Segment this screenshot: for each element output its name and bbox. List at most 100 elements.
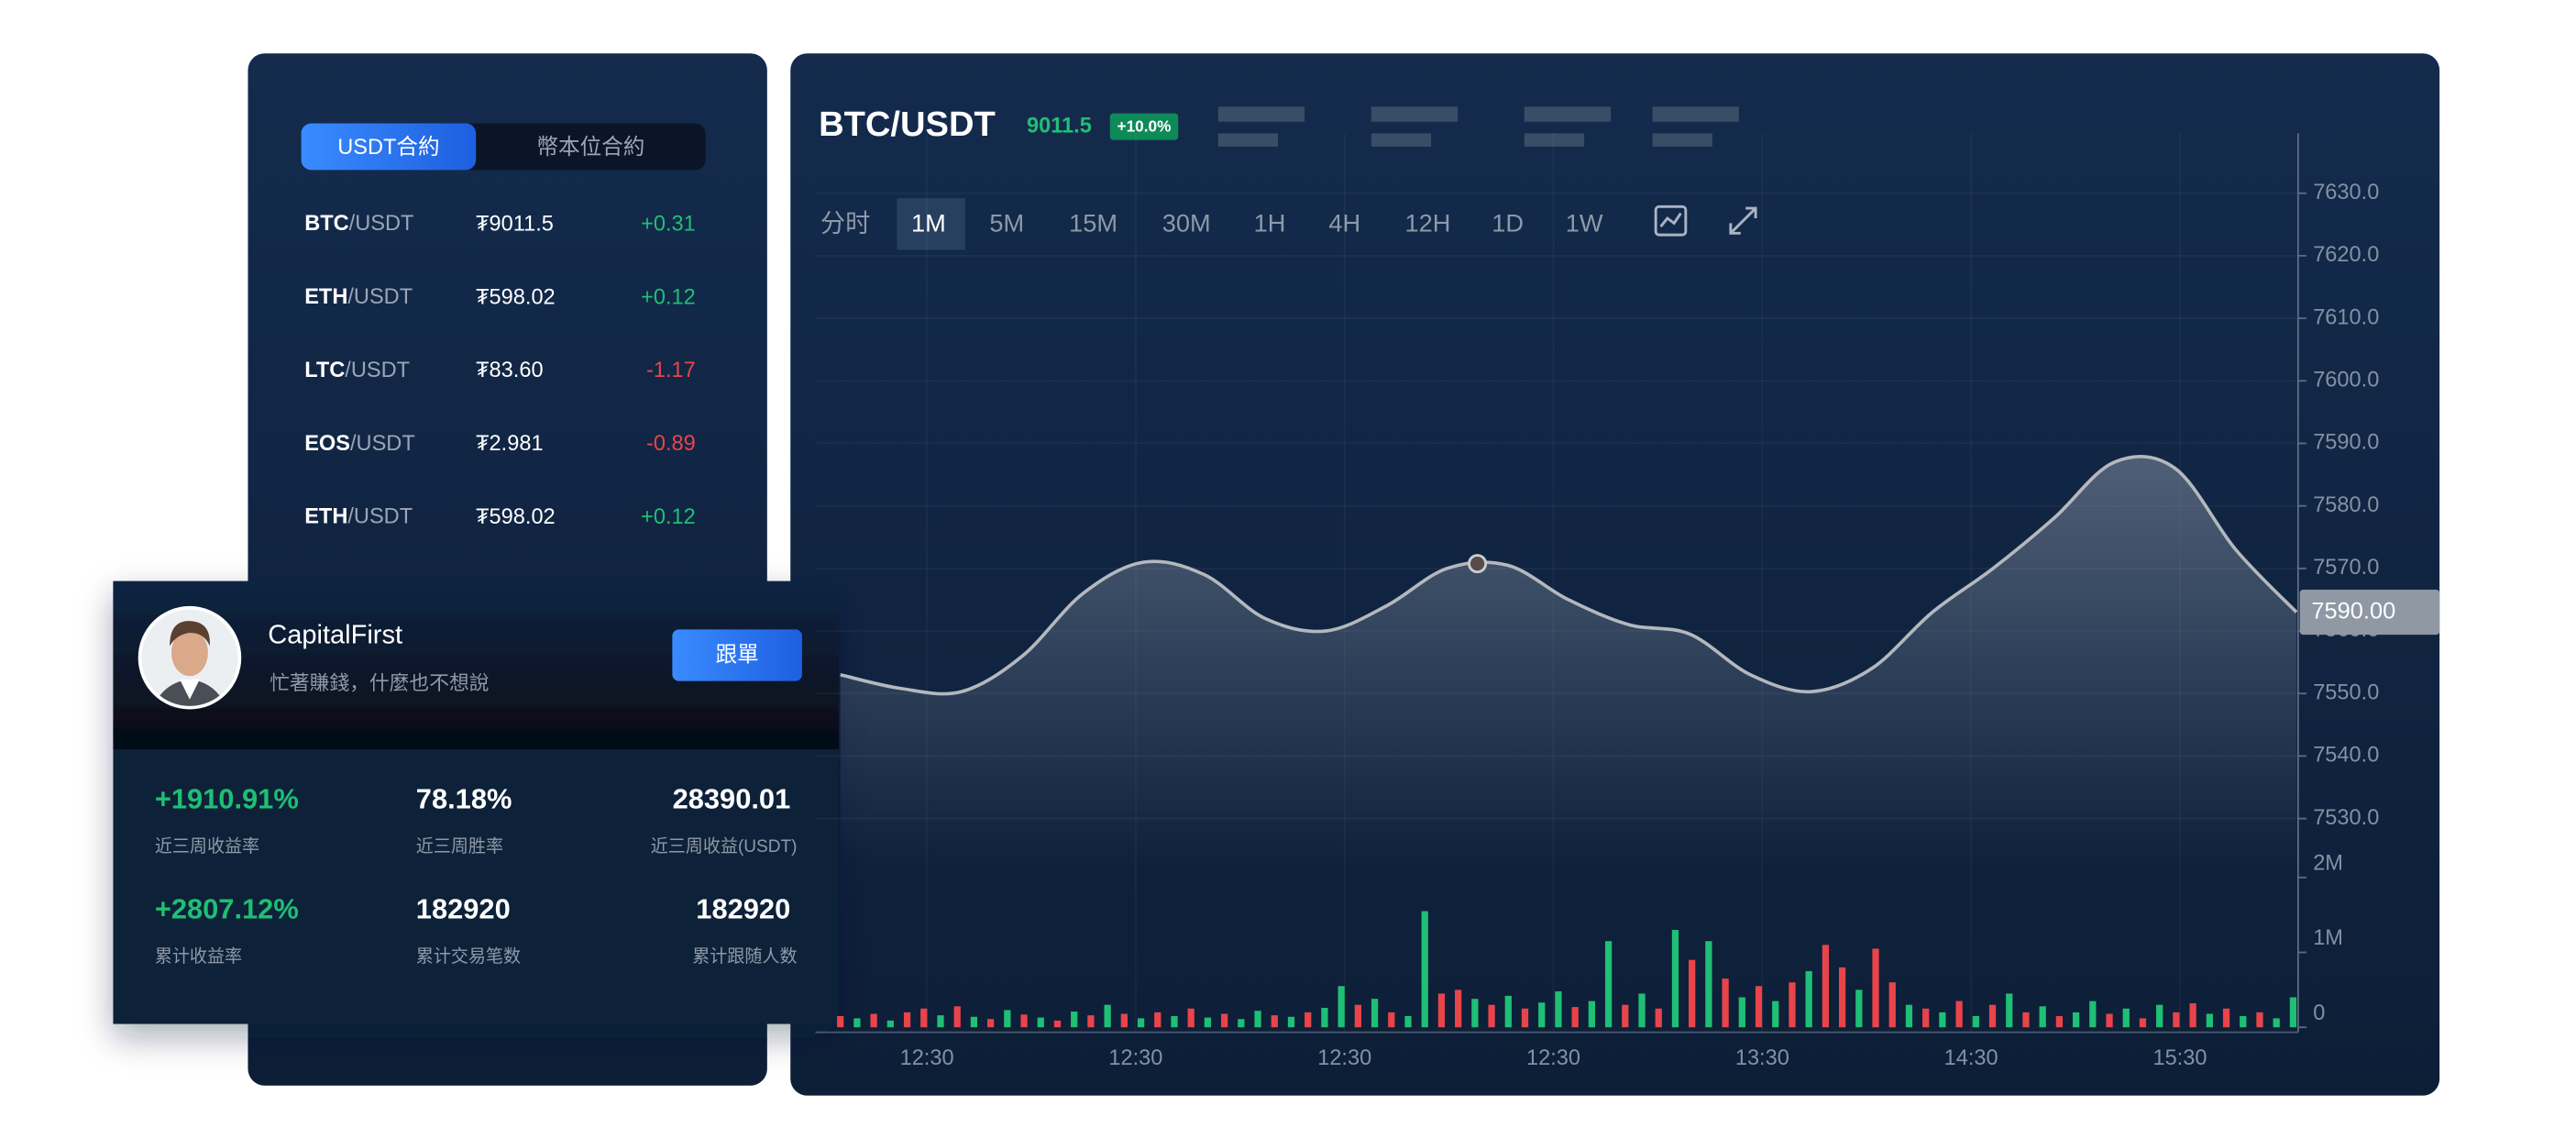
x-tick-label: 12:30 [1526, 1045, 1580, 1069]
volume-bar [1471, 999, 1479, 1028]
y-tick-label: 7570.0 [2313, 555, 2379, 579]
timeframe[interactable]: 30M [1162, 208, 1211, 237]
trader-name: CapitalFirst [268, 620, 402, 649]
volume-bar [2222, 1008, 2230, 1028]
volume-bar [1271, 1015, 1278, 1028]
volume-bar [1988, 1004, 1997, 1028]
avatar-face [171, 629, 208, 677]
timeframe[interactable]: 5M [989, 208, 1024, 237]
pair[interactable]: EOS/USDT [304, 431, 415, 455]
follow-button-label[interactable]: 跟單 [716, 643, 759, 667]
volume-bar [1922, 1008, 1930, 1028]
timeframe-active[interactable] [897, 198, 965, 250]
volume-bar [1455, 990, 1462, 1028]
volume-bar [1822, 945, 1830, 1028]
volume-bar [1204, 1017, 1212, 1028]
fullscreen-icon[interactable] [1729, 206, 1757, 235]
pair[interactable]: ETH/USDT [304, 284, 413, 308]
volume-bar [1305, 1012, 1312, 1028]
market-row[interactable]: ETH/USDT ₮598.02 +0.12 [304, 284, 696, 308]
change-badge [1109, 113, 1179, 140]
volume-bar [2256, 1012, 2263, 1028]
market-row[interactable]: ETH/USDT ₮598.02 +0.12 [304, 504, 696, 528]
pair-change[interactable]: -1.17 [646, 358, 696, 382]
y-tick-label: 7550.0 [2313, 680, 2379, 703]
y-tick-label: 7590.0 [2313, 430, 2379, 454]
tab-label[interactable]: USDT合約 [337, 135, 439, 159]
indicator-icon-line [1659, 212, 1682, 227]
volume-bar [1421, 911, 1428, 1028]
volume-bar [1888, 982, 1896, 1028]
placeholder [1652, 106, 1739, 122]
x-tick-label: 15:30 [2152, 1045, 2207, 1069]
volume-bar [1872, 948, 1879, 1028]
volume-bar [1020, 1014, 1028, 1028]
volume-bar [1972, 1015, 1979, 1028]
volume-bar [2072, 1012, 2080, 1028]
tab-active[interactable] [301, 123, 477, 171]
volume-bar [1655, 1008, 1662, 1028]
y-tick-label: 7610.0 [2313, 304, 2379, 328]
volume-bar [2240, 1015, 2247, 1028]
timeframe[interactable]: 1D [1492, 208, 1524, 237]
pair-price[interactable]: ₮598.02 [476, 504, 556, 528]
placeholder [1652, 133, 1712, 147]
market-row[interactable]: EOS/USDT ₮2.981 -0.89 [304, 431, 696, 455]
pair-price[interactable]: ₮598.02 [476, 284, 556, 308]
avatar-shirt [180, 679, 200, 700]
market-row[interactable]: BTC/USDT ₮9011.5 +0.31 [304, 211, 696, 235]
timeframe[interactable]: 12H [1405, 208, 1451, 237]
volume-bar [1838, 967, 1846, 1028]
volume-bar [870, 1013, 877, 1028]
price-tag [2299, 590, 2440, 636]
pair[interactable]: BTC/USDT [304, 211, 413, 235]
pair-price[interactable]: ₮2.981 [476, 431, 543, 455]
x-tick-label: 14:30 [1944, 1045, 1998, 1069]
price-tag-label: 7590.00 [2311, 598, 2395, 624]
volume-bar [1437, 993, 1446, 1028]
x-tick-label: 13:30 [1735, 1045, 1789, 1069]
x-tick-label: 12:30 [900, 1045, 954, 1069]
volume-bar [1354, 1004, 1361, 1028]
volume-bar [1671, 930, 1679, 1028]
crosshair-point [1468, 554, 1488, 574]
timeframe[interactable]: 4H [1328, 208, 1360, 237]
avatar [138, 605, 242, 710]
chart-icons[interactable] [1654, 205, 1757, 237]
placeholder [1524, 133, 1585, 147]
pair[interactable]: ETH/USDT [304, 504, 413, 528]
timeframe[interactable]: 分时 [820, 208, 870, 237]
volume-bar [2089, 1001, 2097, 1028]
stat-value: +2807.12% [155, 892, 299, 924]
stat-label: 近三周收益率 [155, 836, 259, 857]
pair-change[interactable]: +0.12 [641, 284, 696, 308]
volume-bar [970, 1016, 978, 1028]
market-row[interactable]: LTC/USDT ₮83.60 -1.17 [304, 358, 696, 382]
tab-label[interactable]: 幣本位合約 [536, 135, 644, 159]
stat-label: 累计跟随人数 [692, 946, 797, 967]
pair-change[interactable]: +0.12 [641, 504, 696, 528]
timeframe[interactable]: 1M [911, 208, 946, 237]
pair-price[interactable]: ₮83.60 [476, 358, 543, 382]
pair-change[interactable]: +0.31 [641, 211, 696, 235]
volume-bar [1287, 1016, 1295, 1028]
pair-change[interactable]: -0.89 [646, 431, 696, 455]
price-line [840, 454, 2298, 696]
timeframe[interactable]: 15M [1069, 208, 1117, 237]
volume-bar [1321, 1007, 1328, 1028]
volume-bar [1371, 999, 1379, 1028]
volume-bar [1488, 1004, 1495, 1028]
follow-button[interactable] [672, 629, 802, 681]
volume-bar [2289, 997, 2297, 1028]
timeframe[interactable]: 1W [1566, 208, 1603, 237]
y-tick-label: 7630.0 [2313, 180, 2379, 204]
volume-bar [1071, 1012, 1078, 1028]
indicator-icon[interactable] [1654, 205, 1688, 237]
timeframe[interactable]: 1H [1254, 208, 1286, 237]
y2-tick-label: 1M [2313, 925, 2343, 949]
pair-price[interactable]: ₮9011.5 [476, 211, 554, 235]
placeholder [1524, 106, 1612, 122]
volume-bar [2006, 993, 2013, 1028]
pair[interactable]: LTC/USDT [304, 358, 410, 382]
